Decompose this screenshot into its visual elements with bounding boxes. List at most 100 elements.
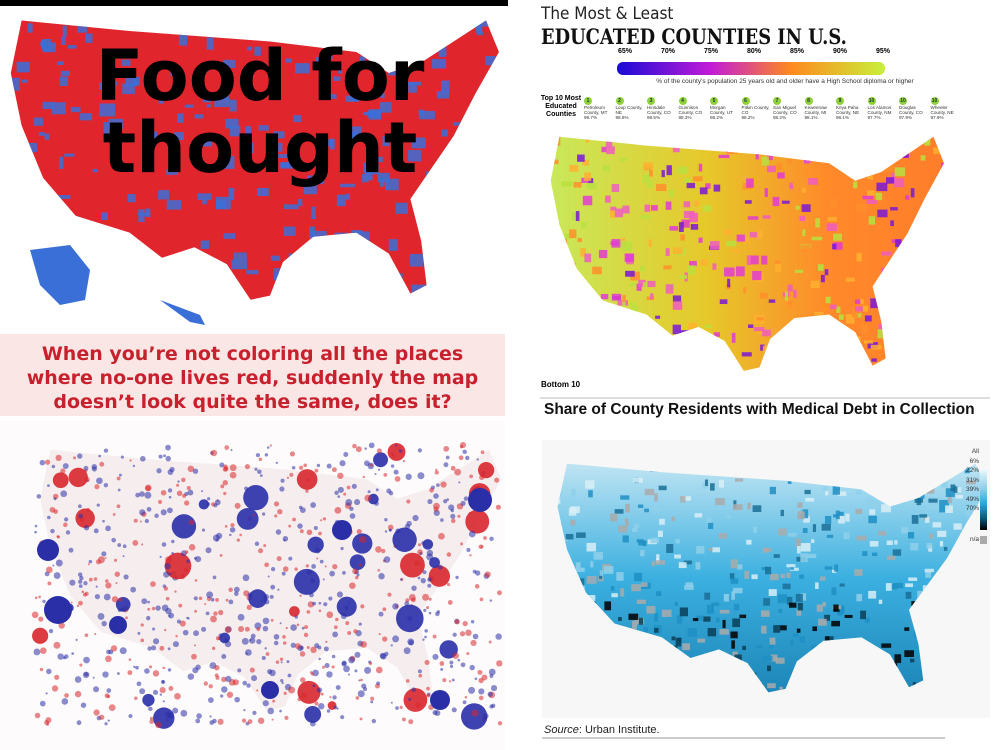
bubble [378,573,385,580]
bubble [150,645,157,651]
edu-county [625,270,635,277]
bubble [417,472,425,480]
edu-county [905,353,910,364]
edu-county [741,352,752,357]
debt-county [919,514,928,518]
edu-county [886,177,895,184]
edu-county [711,136,716,137]
debt-county [878,530,887,536]
blue-county [215,196,231,210]
big-bubble [261,681,279,699]
debt-county [797,546,801,554]
bubble [296,623,300,627]
debt-county [719,479,724,488]
edu-county [568,262,576,266]
bubble [120,607,125,612]
edu-county [775,263,781,273]
legend-label: 39% [965,486,979,493]
debt-county [655,560,666,565]
edu-county [832,336,844,341]
edu-county [940,162,944,170]
county-name: Petroleum County, MT [584,105,608,116]
bubble [212,718,217,724]
bubble [101,620,107,627]
edu-county [753,327,765,332]
bubble [336,707,339,710]
bubble [247,719,253,724]
bubble [233,586,240,593]
bubble [491,703,496,708]
county-value: 98.1% [836,115,850,121]
edu-county [656,361,663,366]
edu-county [752,271,762,281]
bubble [461,703,488,730]
bubble [437,564,443,570]
bubble [345,499,353,507]
blue-county [197,66,209,72]
edu-county [624,314,631,319]
bubble [468,511,472,515]
bubble [417,448,423,453]
bubble [262,617,270,625]
debt-county [692,617,699,622]
blue-county [469,129,483,135]
bubble [96,503,100,507]
edu-county [913,329,924,334]
bubble [122,555,125,558]
bubble [209,715,212,718]
debt-county [871,552,878,557]
bubble [252,710,257,715]
county-name: Pitkin County, CO [741,105,770,116]
edu-county [684,177,691,185]
debt-county [797,511,805,520]
edu-county [844,355,854,364]
edu-county [658,377,663,384]
bubble [426,693,431,698]
blue-county [99,82,109,90]
bubble [105,525,111,532]
edu-county [941,316,944,324]
blue-county [322,50,333,60]
bubble [260,600,264,603]
bubble [281,571,286,576]
blue-county [293,115,302,123]
edu-county [640,265,645,272]
edu-county [561,181,573,187]
bubble [83,525,90,531]
bubble [300,677,306,683]
bubble [280,678,284,683]
bubble [332,563,338,570]
bubble [352,568,358,575]
edu-county [808,178,819,185]
bubble [167,507,173,514]
bubble [81,590,85,594]
bubble [326,463,332,469]
bubble [382,636,388,642]
edu-county [881,267,885,275]
bubble [127,670,133,676]
bubble [376,681,381,686]
blue-county [385,293,396,299]
bubble [322,578,325,581]
bubble [129,459,132,462]
debt-county [865,498,876,505]
bubble [267,707,275,715]
bubble [237,613,245,621]
county-rank: 3 [647,97,655,105]
edu-county [832,333,838,342]
blue-county [350,126,362,140]
bubble [424,659,430,665]
debt-county [703,616,711,622]
bubble [94,593,101,600]
bubble [195,556,202,563]
edu-county [838,138,843,142]
bubble [148,706,153,712]
debt-county [719,609,730,614]
bubble [320,519,323,522]
county-rank: 6 [741,97,750,105]
blue-county [363,282,378,288]
bubble [39,667,44,672]
blue-county [269,47,281,54]
edu-county [598,374,605,382]
bubble [224,626,232,633]
